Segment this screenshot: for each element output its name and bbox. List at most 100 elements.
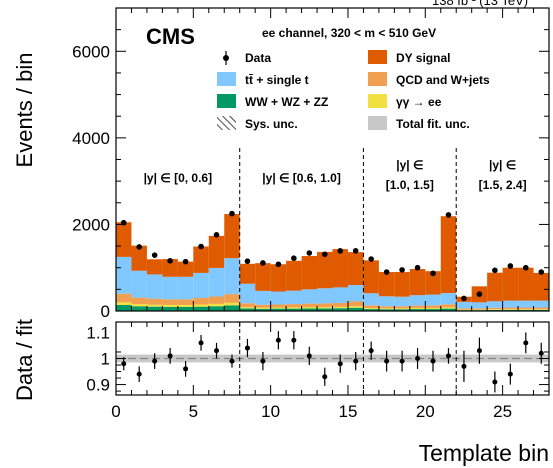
bar-ttbar-bin-12 [301, 289, 318, 304]
bar-gg-bin-12 [301, 307, 318, 309]
bar-dy-bin-14 [332, 249, 348, 288]
lumi-superscript: -1 [468, 0, 476, 3]
bar-vv-bin-1 [131, 306, 147, 311]
bar-qcd-bin-15 [347, 301, 364, 307]
bar-qcd-bin-4 [177, 299, 194, 305]
bar-vv-bin-0 [116, 304, 132, 311]
bar-vv-bin-7 [224, 305, 240, 311]
y-axis-label-ratio: Data / fit [12, 319, 37, 401]
data-point-bin-8 [244, 258, 251, 265]
bar-ttbar-bin-13 [317, 288, 333, 304]
legend-ttbar-swatch [217, 72, 236, 86]
bar-dy-bin-20 [425, 271, 441, 295]
bar-qcd-bin-11 [286, 304, 302, 308]
xtick-label-10: 10 [261, 402, 280, 421]
bar-ttbar-bin-11 [286, 290, 302, 305]
bar-qcd-bin-24 [487, 307, 503, 310]
main-ytick-label-6000: 6000 [72, 42, 110, 61]
legend-entry-qcd: QCD and W+jets [368, 72, 490, 87]
main-data-points [120, 210, 545, 302]
bar-vv-bin-17 [378, 309, 395, 311]
bar-qcd-bin-20 [425, 305, 441, 308]
legend-dy-swatch [368, 50, 387, 64]
ratio-point-bin-9 [260, 358, 266, 364]
ratio-point-bin-8 [244, 345, 250, 351]
bar-dy-bin-25 [502, 267, 519, 301]
lumi-label: 138 fb-1(13 TeV) [432, 0, 528, 8]
bar-gg-bin-11 [286, 307, 302, 309]
data-point-bin-16 [368, 256, 374, 262]
legend-sys-swatch [217, 116, 236, 130]
x-axis-label: Template bin [419, 440, 549, 466]
bar-dy-bin-19 [409, 269, 426, 296]
bar-qcd-bin-26 [518, 307, 534, 310]
bar-gg-bin-24 [487, 309, 503, 310]
data-point-bin-20 [430, 270, 436, 277]
region-label-2-line1: |y| ∈ [396, 158, 423, 172]
ratio-point-bin-2 [152, 358, 158, 364]
energy-label: (13 TeV) [479, 0, 528, 8]
main-ytick-label-4000: 4000 [72, 129, 110, 148]
bar-dy-bin-4 [177, 261, 194, 277]
legend-label-vv: WW + WZ + ZZ [245, 95, 328, 109]
bar-dy-bin-7 [224, 214, 240, 259]
data-point-bin-9 [260, 260, 266, 266]
ratio-ytick-label-2: 1.1 [86, 323, 110, 342]
bar-gg-bin-4 [177, 304, 194, 307]
legend-label-ttbar: tt̄ + single t [245, 73, 309, 87]
legend-gg-swatch [368, 94, 387, 108]
legend-entry-ttbar: tt̄ + single t [217, 72, 309, 87]
bar-dy-bin-27 [533, 272, 549, 301]
bar-gg-bin-15 [347, 306, 364, 308]
bar-qcd-bin-25 [502, 307, 519, 310]
xtick-label-5: 5 [189, 402, 198, 421]
legend: Data DY signal tt̄ + single t QCD and W+jet… [217, 50, 490, 131]
legend-vv-swatch [217, 94, 236, 108]
bar-ttbar-bin-3 [162, 276, 178, 300]
bar-ttbar-bin-27 [533, 300, 549, 308]
region-label-1: |y| ∈ [0.6, 1.0] [262, 171, 341, 185]
bar-qcd-bin-17 [378, 306, 395, 309]
bar-dy-bin-8 [239, 263, 256, 284]
bar-vv-bin-10 [270, 308, 287, 311]
data-point-bin-4 [182, 258, 189, 265]
bar-gg-bin-7 [224, 302, 240, 306]
bar-qcd-bin-13 [317, 303, 333, 308]
data-point-bin-17 [383, 269, 390, 275]
bar-dy-bin-21 [440, 216, 457, 294]
data-point-bin-25 [507, 263, 514, 269]
bar-dy-bin-9 [255, 263, 271, 291]
ratio-point-bin-15 [353, 358, 359, 364]
bar-dy-bin-15 [347, 252, 364, 286]
region-label-0: |y| ∈ [0, 0.6] [144, 171, 213, 185]
bar-gg-bin-8 [239, 307, 256, 309]
legend-label-gg: γγ → ee [396, 95, 442, 109]
bar-vv-bin-11 [286, 308, 302, 311]
data-point-bin-21 [445, 212, 452, 218]
ratio-point-bin-16 [368, 348, 374, 354]
bar-gg-bin-5 [193, 304, 209, 307]
data-point-bin-14 [337, 248, 344, 254]
bar-dy-bin-17 [378, 272, 395, 297]
data-point-bin-1 [136, 244, 142, 250]
bar-qcd-bin-16 [363, 305, 379, 308]
ratio-data-points [121, 331, 544, 393]
ratio-point-bin-18 [399, 358, 405, 364]
bar-gg-bin-13 [317, 307, 333, 309]
bar-qcd-bin-22 [456, 308, 472, 310]
data-point-bin-12 [306, 250, 313, 256]
channel-label: ee channel, 320 < m < 510 GeV [262, 26, 436, 40]
bar-dy-bin-3 [162, 259, 178, 277]
bar-vv-bin-12 [301, 308, 318, 311]
ratio-point-bin-3 [167, 353, 173, 359]
bar-gg-bin-0 [116, 302, 132, 305]
bar-ttbar-bin-9 [255, 290, 271, 305]
ratio-point-bin-22 [461, 363, 467, 369]
bar-ttbar-bin-15 [347, 285, 364, 302]
main-ytick-label-0: 0 [101, 302, 110, 321]
bar-gg-bin-2 [146, 304, 163, 307]
bar-qcd-bin-14 [332, 302, 348, 307]
bar-ttbar-bin-18 [394, 296, 410, 307]
bar-dy-bin-26 [518, 267, 534, 301]
